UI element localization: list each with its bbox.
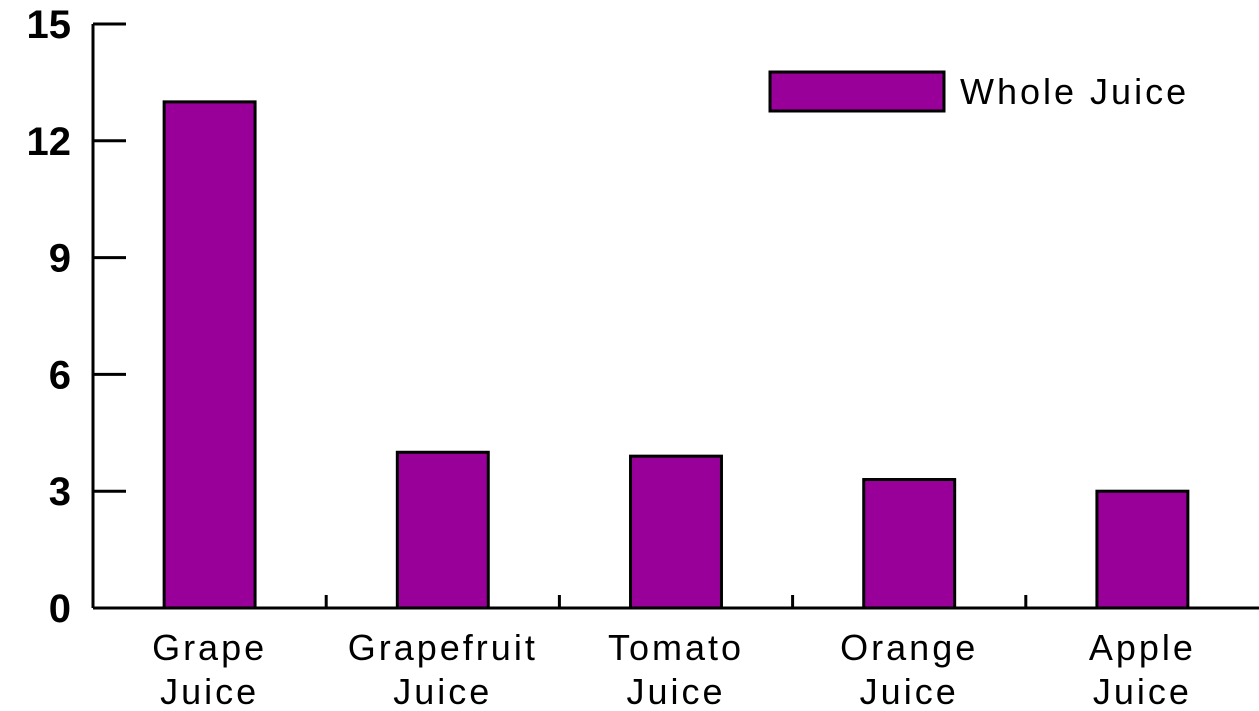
bar-orange-juice bbox=[862, 478, 957, 610]
legend-label-whole-juice: Whole Juice bbox=[960, 71, 1189, 112]
x-category-label: Juice bbox=[160, 671, 259, 711]
bar-grapefruit-juice bbox=[395, 450, 490, 610]
x-category-label: Juice bbox=[393, 671, 492, 711]
y-tick-label: 12 bbox=[27, 120, 72, 164]
bar-apple-juice bbox=[1095, 489, 1190, 610]
x-category-label: Tomato bbox=[608, 627, 744, 668]
x-category-label: Juice bbox=[626, 671, 725, 711]
bar-series bbox=[162, 100, 1190, 610]
x-axis: GrapeJuiceGrapefruitJuiceTomatoJuiceOran… bbox=[93, 595, 1259, 711]
y-tick-label: 15 bbox=[27, 3, 72, 47]
y-tick-label: 6 bbox=[49, 353, 71, 397]
bar-tomato-juice bbox=[629, 454, 723, 610]
x-category-label: Orange bbox=[840, 627, 978, 668]
y-axis: 0 3 6 9 12 15 bbox=[27, 3, 126, 631]
x-category-label: Grapefruit bbox=[348, 627, 538, 668]
x-category-label: Grape bbox=[152, 627, 267, 668]
y-tick-label: 0 bbox=[49, 587, 71, 631]
bar-grape-juice bbox=[162, 100, 257, 610]
y-tick-label: 9 bbox=[49, 237, 71, 281]
x-category-label: Juice bbox=[860, 671, 959, 711]
x-category-label: Juice bbox=[1093, 671, 1192, 711]
x-category-label: Apple bbox=[1089, 627, 1196, 668]
legend-swatch-whole-juice bbox=[768, 70, 946, 113]
y-tick-label: 3 bbox=[49, 470, 71, 514]
legend: Whole Juice bbox=[768, 70, 1189, 113]
